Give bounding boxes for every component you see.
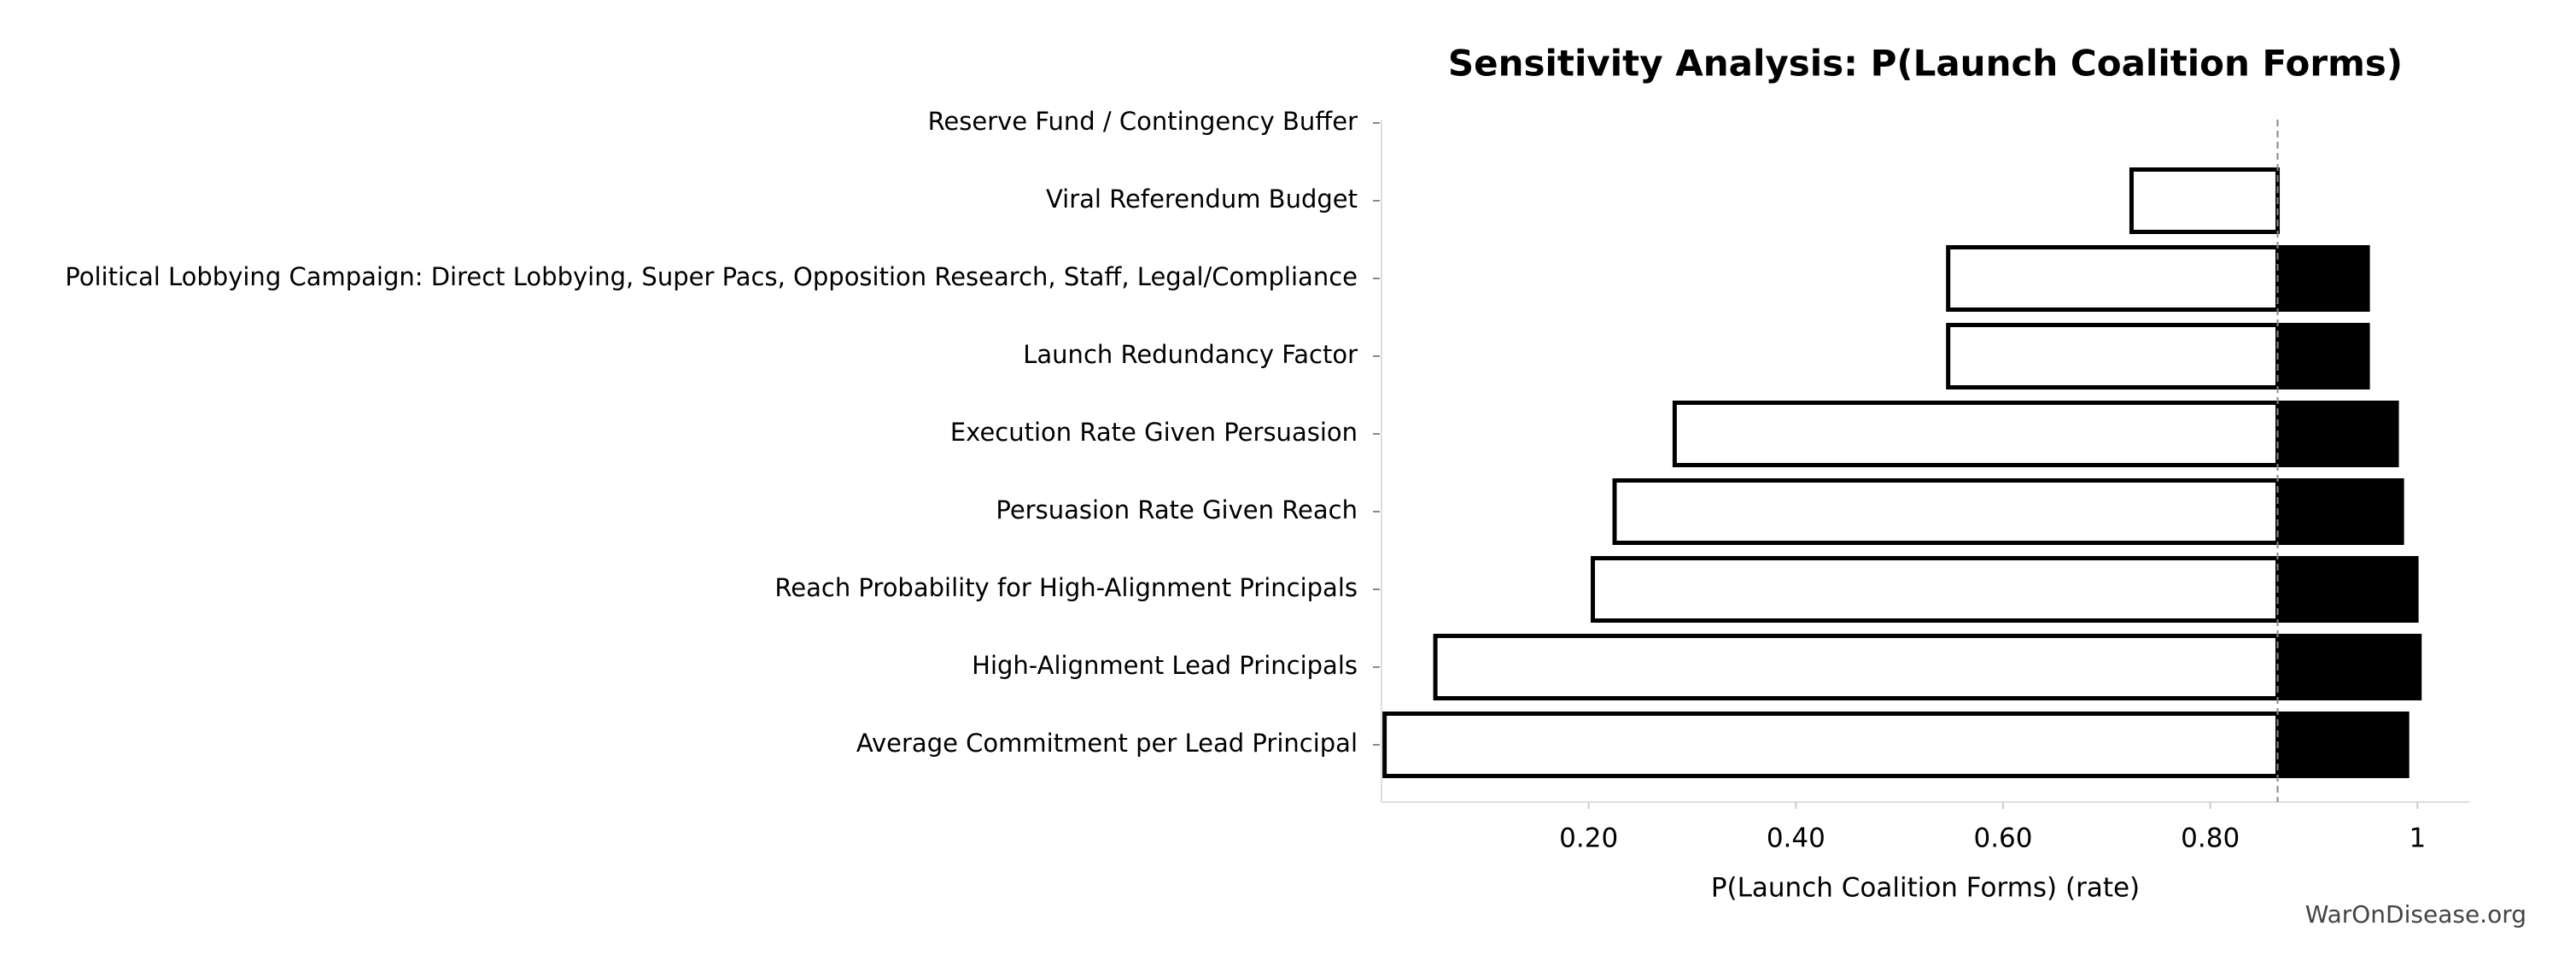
bar [1382,712,2281,778]
x-tick-label: 0.40 [1767,823,1825,854]
bar [1672,401,2281,467]
y-tick-label: Reserve Fund / Contingency Buffer [928,107,1358,136]
bar [1946,245,2281,312]
bar [1433,634,2281,700]
y-tick-label: High-Alignment Lead Principals [972,651,1358,680]
y-tick-label: Launch Redundancy Factor [1023,340,1358,369]
y-tick-label: Political Lobbying Campaign: Direct Lobb… [65,262,1358,291]
x-tick-label: 0.80 [2181,823,2240,854]
bar [2275,556,2419,623]
chart-title: Sensitivity Analysis: P(Launch Coalition… [1448,43,2403,85]
y-tick-label: Reach Probability for High-Alignment Pri… [774,573,1358,602]
x-axis-label: P(Launch Coalition Forms) (rate) [1711,873,2140,904]
bar [2129,167,2281,234]
bar [1946,323,2281,389]
x-tick-label: 0.60 [1973,823,2032,854]
bar [2275,401,2399,467]
bar [2275,634,2422,700]
x-tick-label: 0.20 [1559,823,1618,854]
y-tick-label: Persuasion Rate Given Reach [996,495,1358,524]
bar [1591,556,2281,623]
bar [2275,712,2410,778]
y-tick-label: Viral Referendum Budget [1046,184,1358,214]
bar [2275,323,2370,389]
bar [2275,478,2404,545]
x-tick-label: 1 [2409,823,2426,854]
watermark: WarOnDisease.org [2305,900,2526,928]
bar [2275,245,2370,312]
y-tick-label: Average Commitment per Lead Principal [856,729,1358,758]
bar [1612,478,2281,545]
y-tick-label: Execution Rate Given Persuasion [950,418,1358,447]
